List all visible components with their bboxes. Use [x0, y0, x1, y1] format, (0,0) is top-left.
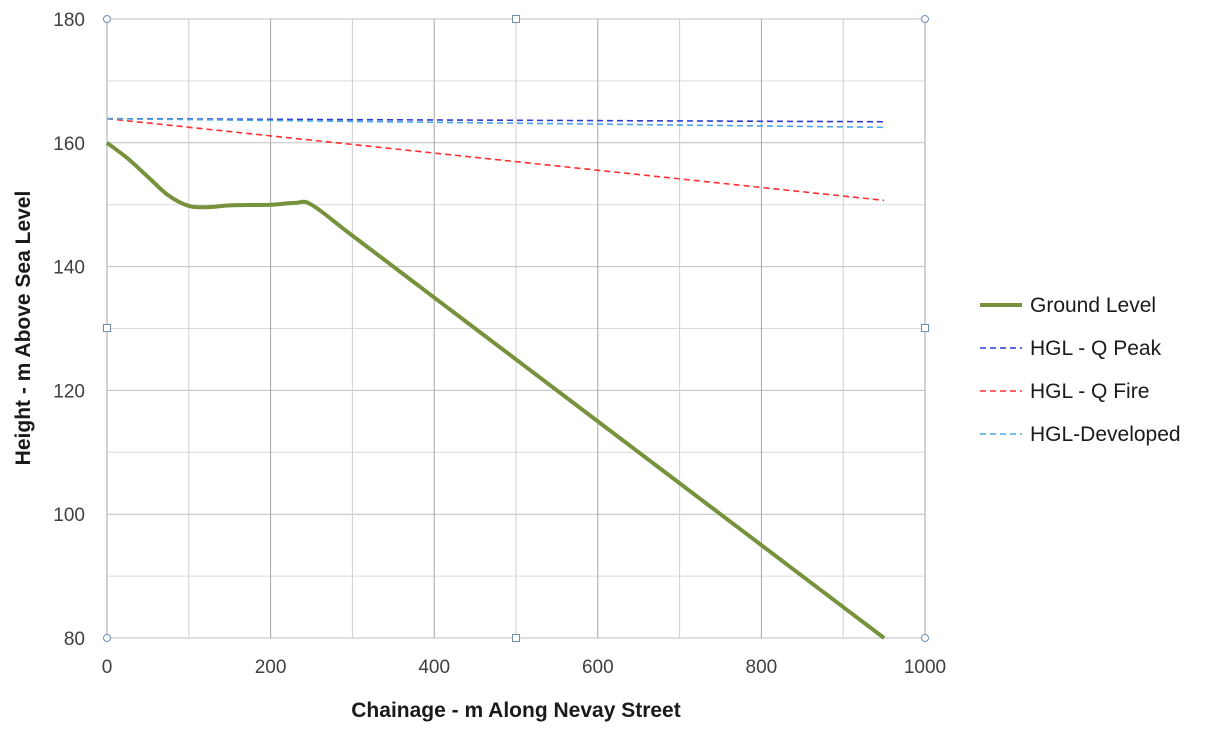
- corner-handle: [103, 634, 111, 642]
- y-tick-label: 100: [53, 505, 85, 526]
- legend-label-ground-level: Ground Level: [1030, 294, 1156, 317]
- series-line-hgl-developed: [106, 117, 885, 129]
- x-tick-label: 400: [418, 657, 450, 678]
- corner-handle: [103, 15, 111, 23]
- corner-handle: [921, 15, 929, 23]
- legend-label-hgl-developed: HGL-Developed: [1030, 423, 1181, 446]
- legend: Ground Level HGL - Q Peak HGL - Q Fire HGL-…: [980, 294, 1181, 446]
- y-tick-label: 180: [53, 10, 85, 31]
- x-tick-label: 1000: [904, 657, 946, 678]
- x-tick-label: 200: [255, 657, 287, 678]
- x-tick-label: 800: [746, 657, 778, 678]
- y-tick-label: 160: [53, 134, 85, 155]
- x-axis-title: Chainage - m Along Nevay Street: [351, 699, 680, 722]
- selection-handles: [103, 15, 929, 642]
- series-line-hgl-q-peak: [106, 117, 885, 123]
- side-handle: [103, 324, 111, 332]
- series-line-hgl-q-fire: [106, 117, 885, 202]
- side-handle: [512, 15, 520, 23]
- y-tick-labels: 80 100 120 140 160 180: [53, 10, 85, 650]
- series-line-ground-level: [105, 141, 886, 640]
- y-axis-title: Height - m Above Sea Level: [12, 191, 35, 466]
- y-tick-label: 80: [64, 629, 85, 650]
- side-handle: [921, 324, 929, 332]
- x-tick-label: 0: [102, 657, 113, 678]
- x-tick-label: 600: [582, 657, 614, 678]
- x-tick-labels: 0 200 400 600 800 1000: [102, 657, 946, 678]
- series-layer: [105, 117, 886, 640]
- y-tick-label: 140: [53, 258, 85, 279]
- y-tick-label: 120: [53, 381, 85, 402]
- grid: [106, 18, 926, 639]
- legend-label-hgl-q-fire: HGL - Q Fire: [1030, 380, 1149, 403]
- side-handle: [512, 634, 520, 642]
- corner-handle: [921, 634, 929, 642]
- legend-label-hgl-q-peak: HGL - Q Peak: [1030, 337, 1162, 360]
